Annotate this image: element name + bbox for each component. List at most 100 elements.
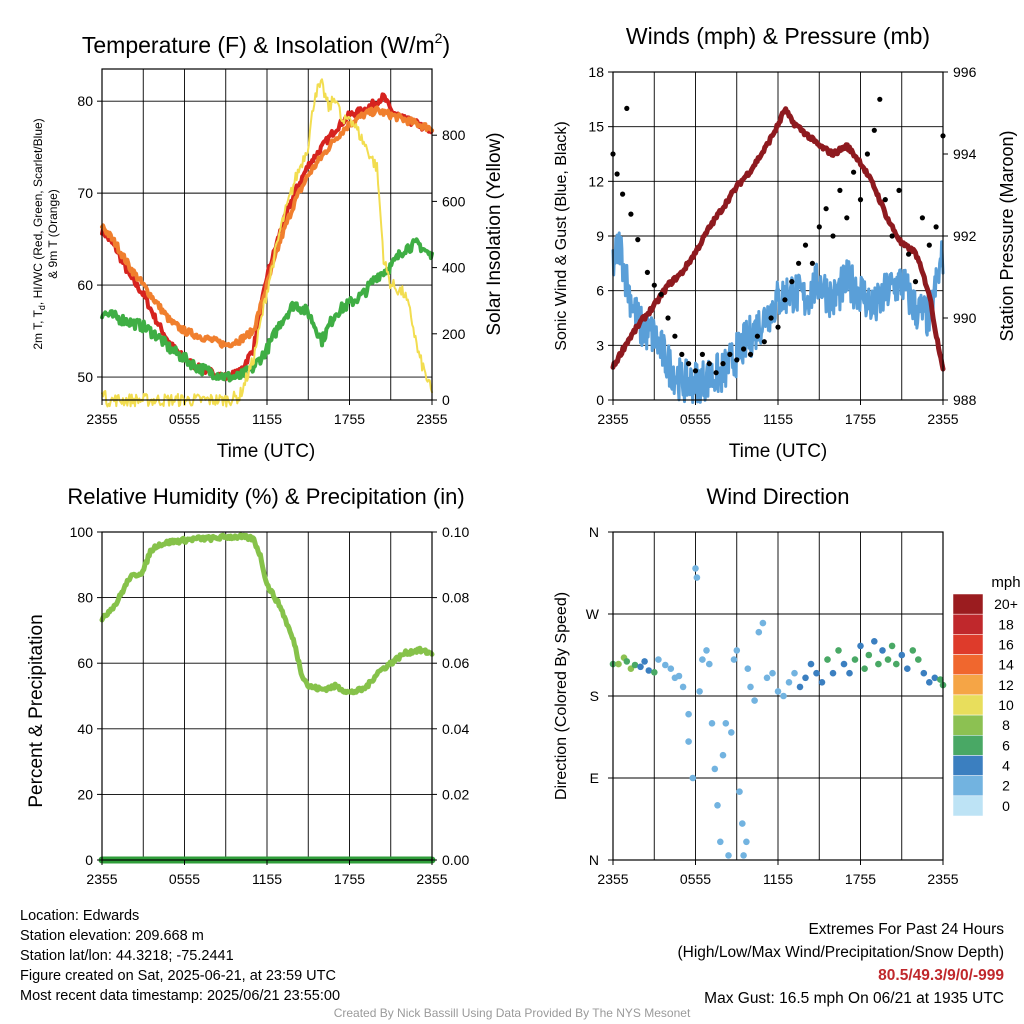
direction-point (717, 838, 724, 846)
direction-point (893, 660, 900, 668)
x-tick-label: 2355 (597, 871, 628, 887)
direction-grid (613, 532, 943, 860)
y-tick-label: N (589, 852, 599, 868)
y-tick-label: 3 (596, 337, 604, 353)
extremes-title: Extremes For Past 24 Hours (808, 921, 1004, 938)
colorbar-label: 12 (998, 677, 1014, 693)
colorbar-swatch (952, 694, 984, 716)
direction-point (719, 751, 727, 759)
y-tick-label: 70 (77, 185, 93, 201)
direction-point (733, 647, 741, 654)
direction-point (736, 788, 743, 795)
gust-point (686, 361, 692, 367)
x-tick-label: 2355 (927, 871, 958, 887)
x-tick-label: 2355 (86, 411, 117, 427)
temperature-xlabel: Time (UTC) (217, 441, 316, 462)
colorbar-swatch (952, 654, 984, 675)
gust-point (628, 211, 634, 217)
colorbar-swatch (952, 795, 984, 817)
direction-point (703, 647, 710, 654)
humidity-panel: Relative Humidity (%) & Precipitation (i… (26, 484, 469, 887)
y2-tick-label: 0.04 (442, 721, 469, 737)
direction-series (609, 565, 947, 859)
direction-point (888, 642, 896, 650)
direction-point (824, 656, 831, 663)
y2-tick-label: 400 (442, 260, 466, 276)
colorbar-label: 8 (1002, 717, 1010, 733)
latlon-text: Station lat/lon: 44.3218; -75.2441 (20, 948, 234, 964)
temperature-ylabel-line1: 2m T, Td, HI/WC (Red, Green, Scarlet/Blu… (31, 118, 47, 349)
direction-point (802, 674, 809, 682)
max-gust-text: Max Gust: 16.5 mph On 06/21 at 1935 UTC (704, 990, 1004, 1007)
direction-ticks: 2355 0555 1155 1755 2355 N E S W N (586, 524, 959, 887)
x-tick-label: 1155 (252, 411, 282, 427)
direction-point (689, 774, 697, 782)
y-tick-label: 50 (77, 369, 93, 385)
direction-point (692, 565, 699, 572)
y-tick-label: N (589, 524, 599, 540)
series-line (101, 78, 433, 408)
extremes-info: Extremes For Past 24 Hours (High/Low/Max… (678, 918, 1005, 1010)
gust-point (713, 370, 719, 376)
direction-point (791, 669, 798, 677)
direction-point (637, 663, 644, 671)
y2-tick-label: 0.08 (442, 590, 469, 606)
direction-point (904, 665, 911, 672)
direction-point (693, 574, 701, 581)
y-tick-label: 20 (77, 786, 93, 802)
colorbar-label: 6 (1002, 737, 1010, 753)
colorbar: 20+ 18 16 14 12 10 8 6 4 2 0 (952, 593, 1018, 817)
gust-point (857, 197, 864, 203)
gust-point (889, 233, 895, 239)
y-tick-label: 9 (596, 228, 604, 244)
colorbar-swatch (952, 775, 984, 797)
colorbar-label: 2 (1002, 778, 1010, 794)
humidity-grid (102, 532, 432, 860)
y2-tick-label: 800 (442, 127, 466, 143)
gust-point (741, 346, 747, 352)
y2-tick-label: 0.06 (442, 655, 469, 671)
direction-point (861, 665, 868, 672)
direction-point (655, 656, 662, 663)
x-tick-label: 0555 (680, 411, 711, 427)
winds-ylabel: Sonic Wind & Gust (Blue, Black) (553, 121, 570, 350)
y-tick-label: 100 (70, 524, 94, 540)
series-line (99, 532, 435, 696)
direction-panel: Wind Direction 2355 0555 1155 1755 2355 N E S W N… (553, 484, 1021, 887)
direction-point (615, 660, 622, 668)
direction-point (769, 669, 776, 677)
x-tick-label: 2355 (86, 871, 117, 887)
y-tick-label: 15 (588, 119, 604, 135)
direction-title: Wind Direction (706, 484, 849, 509)
direction-point (739, 820, 746, 827)
winds-ticks: 2355 0555 1155 1755 2355 0 3 6 9 12 15 18 988 990 992 9… (588, 64, 976, 427)
x-tick-label: 1155 (252, 871, 282, 887)
y2-tick-label: 996 (953, 64, 977, 80)
gust-point (706, 361, 712, 367)
temperature-ticks: 2355 0555 1155 1755 235550607080020040060080… (77, 93, 465, 427)
gust-point (823, 206, 829, 212)
gust-point (906, 251, 912, 257)
direction-point (706, 660, 713, 668)
winds-panel: Winds (mph) & Pressure (mb) 2355 0555 1155… (553, 23, 1017, 462)
direction-point (785, 679, 793, 686)
y2-tick-label: 0.00 (442, 852, 469, 868)
direction-point (780, 692, 787, 700)
direction-point (747, 683, 754, 691)
direction-point (699, 656, 706, 663)
y-tick-label: 0 (596, 392, 604, 408)
gust-point (768, 315, 774, 321)
gust-point (896, 187, 902, 193)
series-line (610, 106, 946, 372)
colorbar-label: 4 (1002, 758, 1010, 774)
direction-point (875, 660, 882, 668)
direction-point (696, 688, 703, 695)
colorbar-swatch (952, 593, 984, 615)
gust-point (651, 282, 657, 288)
direction-point (740, 852, 747, 859)
gust-point (816, 224, 822, 230)
direction-point (818, 679, 826, 686)
direction-point (835, 647, 842, 654)
direction-point (662, 661, 669, 669)
